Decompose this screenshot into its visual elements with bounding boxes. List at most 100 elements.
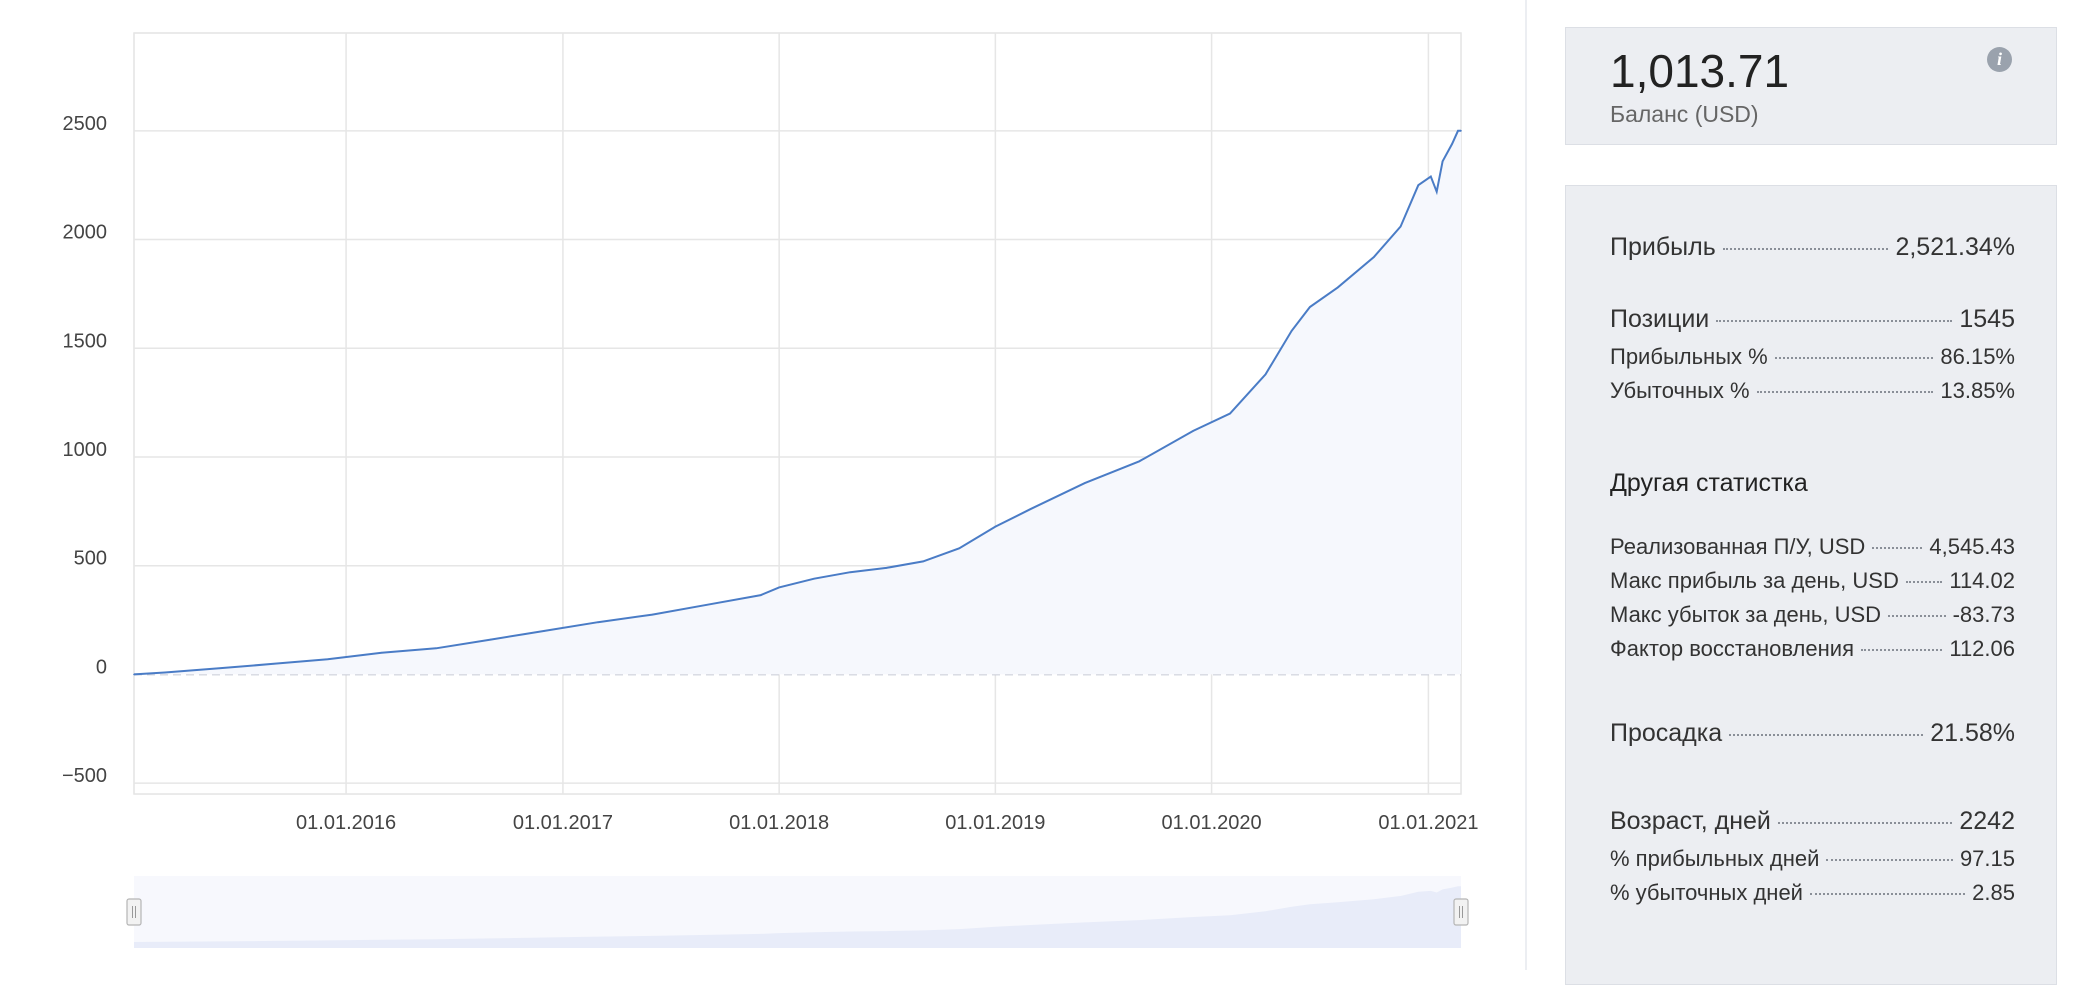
stat-value: 1545 <box>1959 305 2015 333</box>
stat-drawdown: Просадка 21.58% <box>1610 719 2015 748</box>
stat-value: 97.15 <box>1959 846 2015 871</box>
x-tick-label: 01.01.2021 <box>1378 812 1478 834</box>
data-point <box>543 630 546 632</box>
y-tick-label: 2500 <box>63 113 108 135</box>
x-tick-label: 01.01.2019 <box>945 812 1045 834</box>
data-point <box>1430 175 1432 178</box>
data-point <box>218 667 221 670</box>
chart-series-line <box>133 129 1462 676</box>
data-point <box>380 651 383 654</box>
data-point <box>597 621 599 623</box>
section-title-other-stats: Другая статистка <box>1610 469 1808 497</box>
data-point <box>1460 130 1462 132</box>
dotted-leader <box>1860 649 1943 651</box>
stat-value: 2.85 <box>1972 880 2015 905</box>
stat-profit: Прибыль 2,521.34% <box>1610 233 2015 262</box>
navigator-area <box>134 886 1461 948</box>
stat-value: 2,521.34% <box>1895 233 2015 261</box>
stat-label: Фактор восстановления <box>1610 636 1854 661</box>
stat-label: Прибыль <box>1610 233 1716 261</box>
data-point <box>1290 330 1293 332</box>
dotted-leader <box>1716 320 1953 322</box>
stat-losing-days: % убыточных дней 2.85 <box>1610 880 2015 906</box>
stat-losing-pct: Убыточных % 13.85% <box>1610 378 2015 404</box>
stat-label: Убыточных % <box>1610 378 1750 403</box>
data-point <box>1441 160 1444 163</box>
data-point <box>1451 143 1453 145</box>
dotted-leader <box>1809 893 1966 895</box>
panel-divider <box>1525 0 1527 970</box>
x-tick-label: 01.01.2020 <box>1162 812 1262 834</box>
balance-label: Баланс (USD) <box>1610 101 1759 127</box>
info-icon[interactable]: i <box>1987 47 2012 72</box>
data-point <box>706 604 708 606</box>
stat-value: 86.15% <box>1940 344 2015 369</box>
data-point <box>1029 508 1032 511</box>
series-line <box>133 129 1461 676</box>
y-tick-label: 1500 <box>63 330 108 352</box>
y-tick-label: 0 <box>96 656 107 678</box>
range-navigator[interactable] <box>126 876 1469 948</box>
stat-value: 21.58% <box>1930 719 2015 747</box>
stat-value: -83.73 <box>1952 602 2015 627</box>
balance-value: 1,013.71 <box>1610 45 1790 97</box>
data-point <box>1138 460 1141 463</box>
dotted-leader <box>1777 822 1953 824</box>
data-point <box>1229 412 1231 415</box>
data-point <box>326 658 329 660</box>
data-point <box>1192 430 1194 432</box>
y-tick-label: −500 <box>62 765 107 787</box>
stat-profitable-days: % прибыльных дней 97.15 <box>1610 846 2015 872</box>
stat-label: % прибыльных дней <box>1610 846 1820 871</box>
dotted-leader <box>1729 734 1924 736</box>
stat-label: % убыточных дней <box>1610 880 1803 905</box>
data-point <box>849 571 851 573</box>
dotted-leader <box>1905 581 1943 583</box>
data-point <box>651 613 654 616</box>
dotted-leader <box>1826 859 1953 861</box>
stat-label: Просадка <box>1610 719 1723 747</box>
data-point <box>958 547 960 550</box>
y-tick-label: 2000 <box>63 222 108 244</box>
navigator-handle-left[interactable] <box>126 898 142 926</box>
data-point <box>922 560 924 563</box>
stat-value: 114.02 <box>1949 568 2015 593</box>
data-point <box>435 647 437 650</box>
stat-value: 13.85% <box>1940 378 2015 403</box>
chart-series-area <box>134 130 1461 675</box>
data-point <box>778 586 780 589</box>
y-axis: 2500 2000 1500 1000 500 0 −500 <box>62 113 107 787</box>
series-area-fill <box>134 130 1461 675</box>
stat-value: 4,545.43 <box>1929 534 2015 559</box>
stat-profitable-pct: Прибыльных % 86.15% <box>1610 344 2015 370</box>
stat-max-profit-day: Макс прибыль за день, USD 114.02 <box>1610 568 2015 594</box>
stat-label: Макс прибыль за день, USD <box>1610 568 1899 593</box>
data-point <box>273 663 275 665</box>
stat-value: 2242 <box>1959 807 2015 835</box>
equity-chart: 2500 2000 1500 1000 500 0 −500 01.01.2016 01.01… <box>62 32 1478 948</box>
data-point <box>1084 482 1086 484</box>
dotted-leader <box>1888 615 1946 617</box>
data-point <box>994 525 997 528</box>
data-point <box>1264 373 1267 376</box>
stat-label: Реализованная П/У, USD <box>1610 534 1866 559</box>
data-point <box>489 638 492 641</box>
data-point <box>1373 256 1375 258</box>
x-tick-label: 01.01.2017 <box>513 812 613 834</box>
data-point <box>164 671 166 674</box>
stats-panel: Прибыль 2,521.34% Позиции 1545 Прибыльны… <box>1565 185 2057 985</box>
x-tick-label: 01.01.2018 <box>729 812 829 834</box>
data-point <box>813 577 815 580</box>
data-point <box>1309 306 1311 308</box>
x-axis: 01.01.2016 01.01.2017 01.01.2018 01.01.2019… <box>296 812 1478 834</box>
stat-realized-pl: Реализованная П/У, USD 4,545.43 <box>1610 534 2015 560</box>
stat-label: Возраст, дней <box>1610 807 1771 835</box>
dotted-leader <box>1872 547 1923 549</box>
stat-label: Макс убыток за день, USD <box>1610 602 1882 627</box>
dotted-leader <box>1722 248 1889 250</box>
dotted-leader <box>1756 391 1934 393</box>
navigator-handle-right[interactable] <box>1453 898 1469 926</box>
data-point <box>1457 130 1459 132</box>
stat-recovery-factor: Фактор восстановления 112.06 <box>1610 636 2015 662</box>
